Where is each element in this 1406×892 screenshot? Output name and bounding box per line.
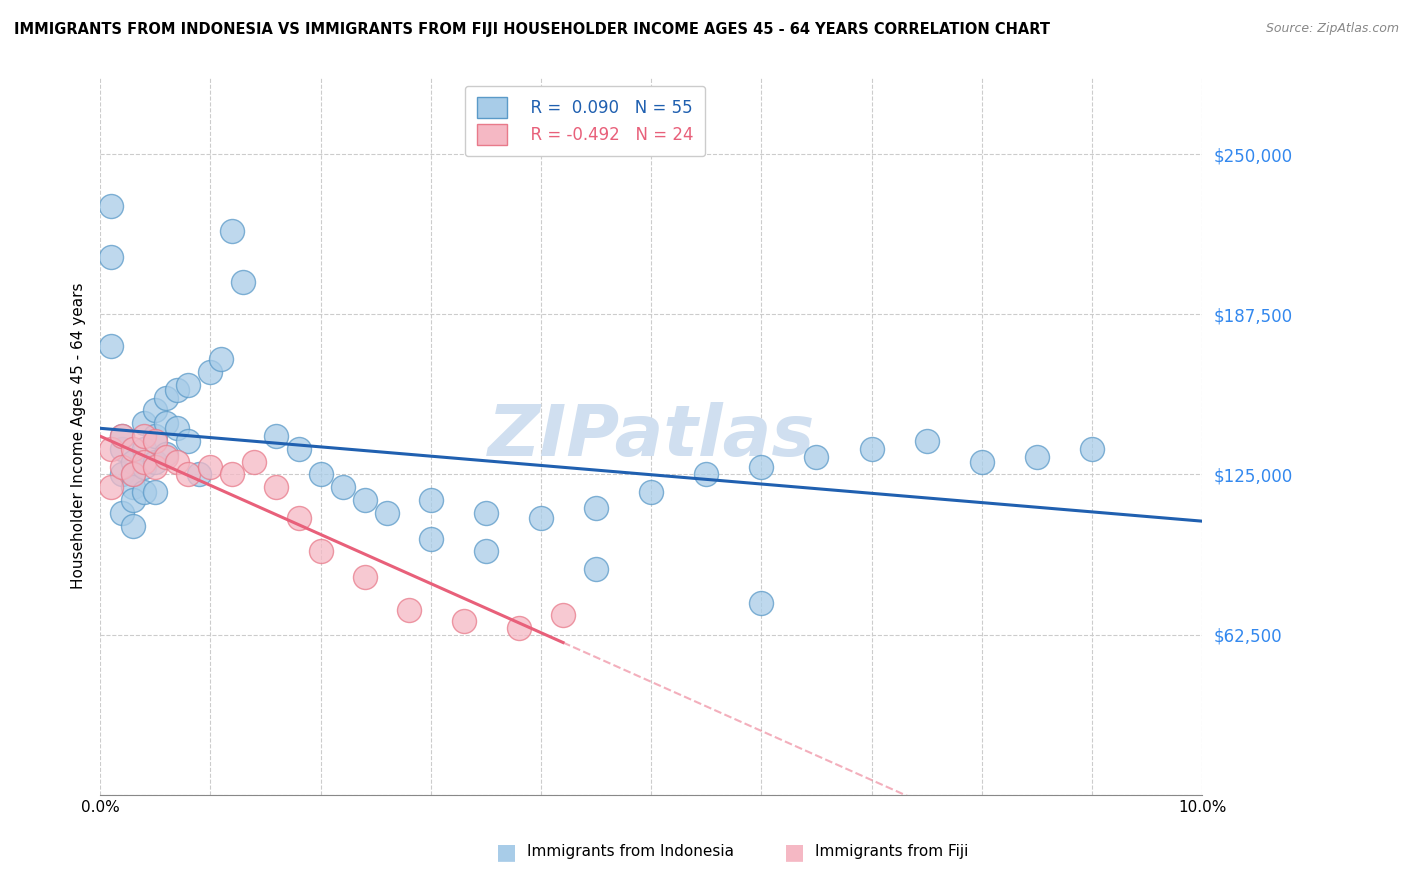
Point (122, 467, 145, 482)
Point (287, 442, 309, 456)
Point (155, 417, 177, 431)
Point (100, 480, 122, 494)
Point (166, 421, 188, 435)
Point (585, 500, 607, 515)
Point (508, 621, 530, 635)
Point (1025, 450, 1047, 464)
Point (309, 544, 332, 558)
Point (419, 532, 441, 546)
Point (111, 429, 134, 443)
Point (419, 493, 441, 508)
Point (122, 518, 145, 533)
Point (155, 447, 177, 461)
Point (751, 459, 773, 474)
Point (100, 250, 122, 264)
Point (221, 467, 243, 482)
Text: Source: ZipAtlas.com: Source: ZipAtlas.com (1265, 22, 1399, 36)
Point (375, 506, 398, 520)
Point (188, 467, 211, 482)
Point (143, 455, 166, 469)
Point (100, 198, 122, 212)
Point (751, 596, 773, 610)
Point (143, 403, 166, 417)
Point (915, 434, 938, 449)
Point (232, 276, 254, 290)
Point (100, 339, 122, 353)
Point (122, 455, 145, 469)
Point (155, 391, 177, 405)
Point (200, 459, 222, 474)
Point (134, 429, 156, 443)
Point (209, 352, 232, 367)
Point (166, 455, 188, 469)
Text: ZIPatlas: ZIPatlas (488, 401, 815, 471)
Point (134, 442, 156, 456)
Point (122, 467, 145, 482)
Point (122, 493, 145, 508)
Point (155, 450, 177, 464)
Point (970, 455, 993, 469)
Point (551, 608, 574, 623)
Point (134, 455, 156, 469)
Point (177, 377, 200, 392)
Point (134, 485, 156, 500)
Point (100, 442, 122, 456)
Point (177, 434, 200, 449)
Point (806, 450, 828, 464)
Point (143, 434, 166, 449)
Point (111, 506, 134, 520)
Text: ■: ■ (785, 842, 804, 862)
Point (332, 480, 354, 494)
Point (353, 570, 375, 584)
Point (134, 417, 156, 431)
Point (177, 467, 200, 482)
Point (287, 511, 309, 525)
Point (266, 480, 288, 494)
Point (200, 365, 222, 379)
Point (221, 224, 243, 238)
Point (266, 429, 288, 443)
Point (243, 455, 266, 469)
Text: ■: ■ (496, 842, 516, 862)
Point (640, 485, 662, 500)
Legend:   R =  0.090   N = 55,   R = -0.492   N = 24: R = 0.090 N = 55, R = -0.492 N = 24 (465, 86, 706, 156)
Point (111, 467, 134, 482)
Point (134, 459, 156, 474)
Point (398, 603, 420, 617)
Point (530, 511, 553, 525)
Point (122, 442, 145, 456)
Point (860, 442, 883, 456)
Text: Immigrants from Fiji: Immigrants from Fiji (815, 845, 969, 859)
Point (695, 467, 717, 482)
Point (111, 442, 134, 456)
Point (475, 506, 498, 520)
Point (111, 459, 134, 474)
Point (111, 429, 134, 443)
Text: Immigrants from Indonesia: Immigrants from Indonesia (527, 845, 734, 859)
Point (143, 485, 166, 500)
Point (585, 562, 607, 576)
Point (309, 467, 332, 482)
Point (475, 544, 498, 558)
Point (353, 493, 375, 508)
Point (1081, 442, 1104, 456)
Y-axis label: Householder Income Ages 45 - 64 years: Householder Income Ages 45 - 64 years (72, 283, 86, 590)
Text: IMMIGRANTS FROM INDONESIA VS IMMIGRANTS FROM FIJI HOUSEHOLDER INCOME AGES 45 - 6: IMMIGRANTS FROM INDONESIA VS IMMIGRANTS … (14, 22, 1050, 37)
Point (453, 614, 475, 628)
Point (143, 429, 166, 443)
Point (122, 480, 145, 494)
Point (143, 459, 166, 474)
Point (166, 383, 188, 397)
